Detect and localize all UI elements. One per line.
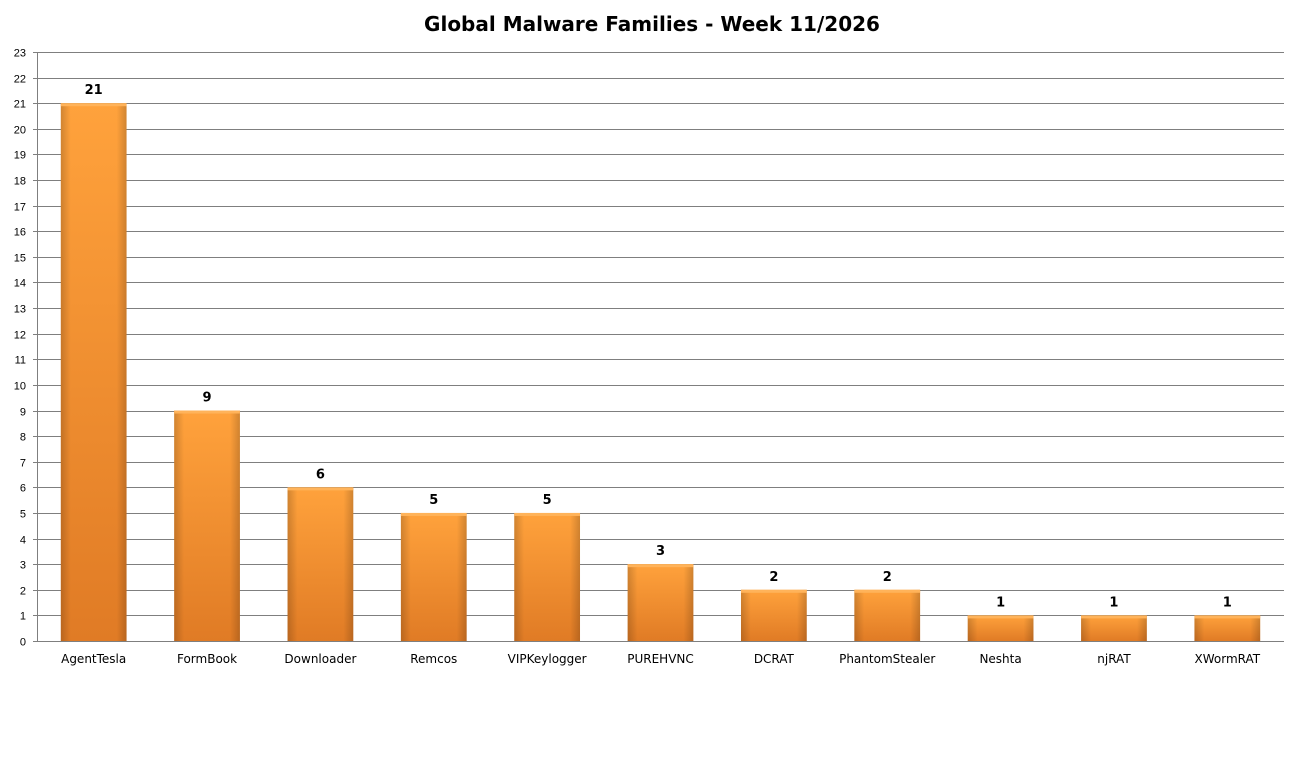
bar-shade (514, 512, 581, 641)
bars (60, 103, 1261, 641)
y-tick-label-9: 9 (20, 407, 26, 419)
bar-top-face (740, 589, 807, 593)
bar-Downloader (287, 487, 354, 641)
y-tick-label-13: 13 (14, 304, 26, 316)
data-label-AgentTesla: 21 (85, 83, 103, 98)
y-tick-label-21: 21 (14, 99, 26, 111)
gridlines (37, 52, 1284, 616)
y-tick-label-10: 10 (14, 381, 26, 393)
data-label-XWormRAT: 1 (1223, 595, 1232, 610)
chart-title: Global Malware Families - Week 11/2026 (424, 12, 880, 36)
labels: 0123456789101112131415161718192021222321… (14, 48, 1261, 667)
x-tick-label-AgentTesla: AgentTesla (61, 652, 126, 666)
bar-VIPKeylogger (514, 512, 581, 641)
data-label-Neshta: 1 (996, 595, 1005, 610)
bar-Remcos (400, 512, 467, 641)
x-tick-label-FormBook: FormBook (177, 652, 237, 666)
bar-shade (740, 589, 807, 641)
y-tick-label-12: 12 (14, 330, 26, 342)
data-label-PhantomStealer: 2 (883, 570, 892, 585)
y-tick-label-4: 4 (20, 535, 26, 547)
bar-AgentTesla (60, 103, 127, 641)
y-tick-label-1: 1 (20, 611, 26, 623)
bar-PhantomStealer (854, 589, 921, 641)
bar-top-face (287, 487, 354, 491)
bar-top-face (514, 512, 581, 516)
y-tick-label-5: 5 (20, 509, 26, 521)
data-label-VIPKeylogger: 5 (543, 493, 552, 508)
y-tick-label-22: 22 (14, 74, 26, 86)
y-tick-label-18: 18 (14, 176, 26, 188)
y-tick-label-14: 14 (14, 278, 26, 290)
bar-shade (854, 589, 921, 641)
bar-shade (400, 512, 467, 641)
data-label-Remcos: 5 (429, 493, 438, 508)
y-tick-label-19: 19 (14, 150, 26, 162)
y-tick-label-0: 0 (20, 637, 26, 649)
x-tick-label-VIPKeylogger: VIPKeylogger (508, 652, 587, 666)
bar-shade (627, 564, 694, 641)
y-tick-label-15: 15 (14, 253, 26, 265)
y-tick-label-7: 7 (20, 458, 26, 470)
y-tick-label-3: 3 (20, 560, 26, 572)
bar-top-face (400, 512, 467, 516)
bar-shade (60, 103, 127, 641)
x-tick-label-Downloader: Downloader (284, 652, 356, 666)
data-label-Downloader: 6 (316, 467, 325, 482)
bar-shade (287, 487, 354, 641)
bar-top-face (1194, 615, 1261, 619)
y-tick-label-20: 20 (14, 125, 26, 137)
bar-top-face (627, 564, 694, 568)
x-tick-label-PhantomStealer: PhantomStealer (839, 652, 935, 666)
data-label-njRAT: 1 (1109, 595, 1118, 610)
bar-PUREHVNC (627, 564, 694, 641)
bar-FormBook (174, 410, 240, 641)
y-tick-label-8: 8 (20, 432, 26, 444)
x-tick-label-Remcos: Remcos (410, 652, 457, 666)
bar-top-face (967, 615, 1034, 619)
bar-XWormRAT (1194, 615, 1261, 641)
x-tick-label-PUREHVNC: PUREHVNC (627, 652, 694, 666)
bar-shade (1194, 615, 1261, 641)
bar-shade (174, 410, 240, 641)
bar-njRAT (1081, 615, 1147, 641)
y-tick-label-6: 6 (20, 483, 26, 495)
bar-DCRAT (740, 589, 807, 641)
axes (33, 52, 1284, 642)
y-tick-label-11: 11 (15, 355, 26, 367)
bar-top-face (174, 410, 240, 414)
data-label-FormBook: 9 (203, 391, 212, 406)
x-tick-label-DCRAT: DCRAT (754, 652, 795, 666)
x-tick-label-njRAT: njRAT (1097, 652, 1131, 666)
y-tick-label-16: 16 (14, 227, 26, 239)
y-tick-label-23: 23 (14, 48, 26, 60)
x-tick-label-XWormRAT: XWormRAT (1195, 652, 1261, 666)
bar-shade (967, 615, 1034, 641)
data-label-DCRAT: 2 (769, 570, 778, 585)
bar-top-face (1081, 615, 1147, 619)
bar-shade (1081, 615, 1147, 641)
bar-Neshta (967, 615, 1034, 641)
bar-top-face (60, 103, 127, 107)
x-tick-label-Neshta: Neshta (979, 652, 1021, 666)
y-tick-label-17: 17 (14, 202, 26, 214)
data-label-PUREHVNC: 3 (656, 544, 665, 559)
y-tick-label-2: 2 (20, 586, 26, 598)
bar-top-face (854, 589, 921, 593)
